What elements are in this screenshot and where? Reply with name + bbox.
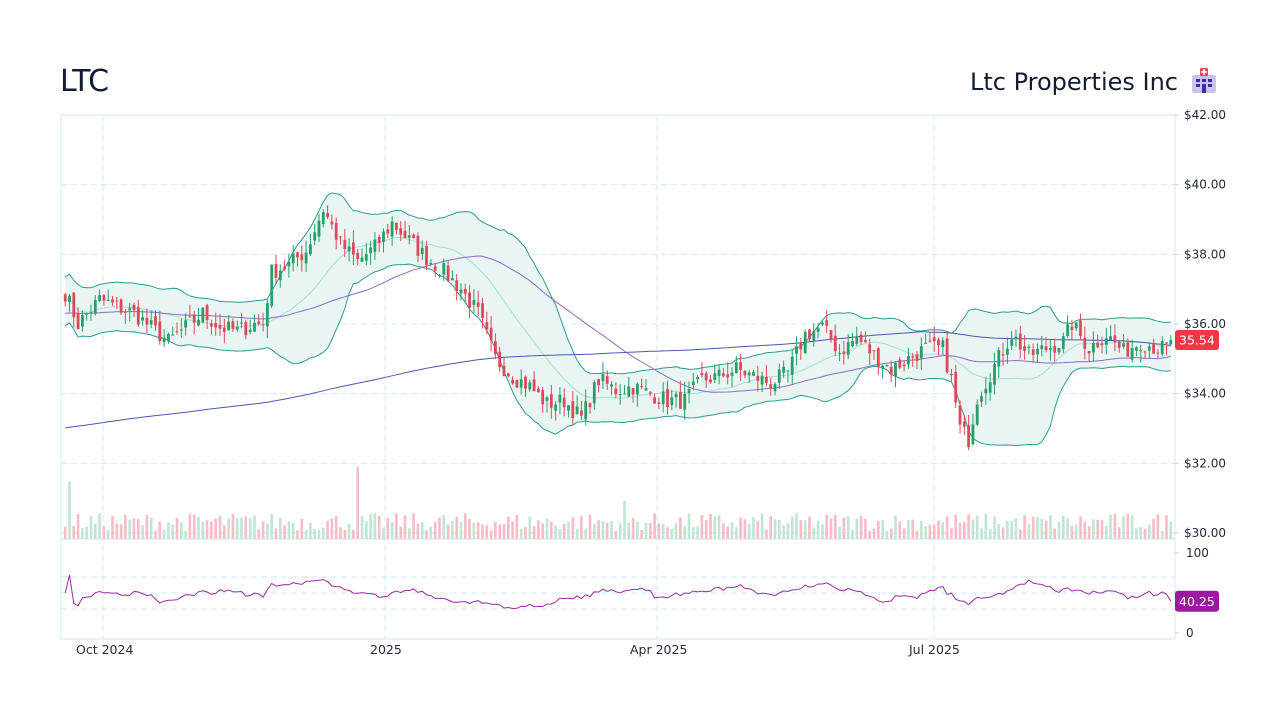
time-axis-label: Apr 2025 (630, 642, 687, 657)
moving-averages (65, 255, 1171, 429)
hospital-icon (1190, 67, 1218, 95)
price-axis-label: $34.00 (1184, 387, 1226, 401)
ticker-symbol: LTC (60, 64, 109, 99)
price-axis-label: $30.00 (1184, 526, 1226, 540)
bollinger-bands (64, 192, 1171, 447)
volume-bars (63, 467, 1173, 539)
price-axis-label: $36.00 (1184, 317, 1226, 331)
price-axis-label: $32.00 (1184, 456, 1226, 470)
axes: $42.00 $40.00 $38.00 $36.00 $34.00 $32.00 $30.… (76, 108, 1226, 657)
company-name: Ltc Properties Inc (969, 68, 1178, 96)
rsi-panel (61, 574, 1175, 640)
svg-text:40.25: 40.25 (1179, 594, 1215, 609)
rsi-axis-label: 0 (1186, 626, 1194, 640)
time-axis-label: Jul 2025 (908, 642, 960, 657)
rsi-value-badge (1175, 590, 1219, 612)
price-axis-label: $42.00 (1184, 108, 1226, 122)
price-axis-label: $40.00 (1184, 178, 1226, 192)
time-axis-label: Oct 2024 (76, 642, 133, 657)
candlesticks (63, 205, 1173, 451)
svg-text:35.54: 35.54 (1179, 333, 1215, 348)
time-axis-label: 2025 (370, 642, 402, 657)
price-axis-label: $38.00 (1184, 247, 1226, 261)
last-price-badge (1175, 330, 1219, 351)
rsi-axis-label: 100 (1186, 546, 1209, 560)
